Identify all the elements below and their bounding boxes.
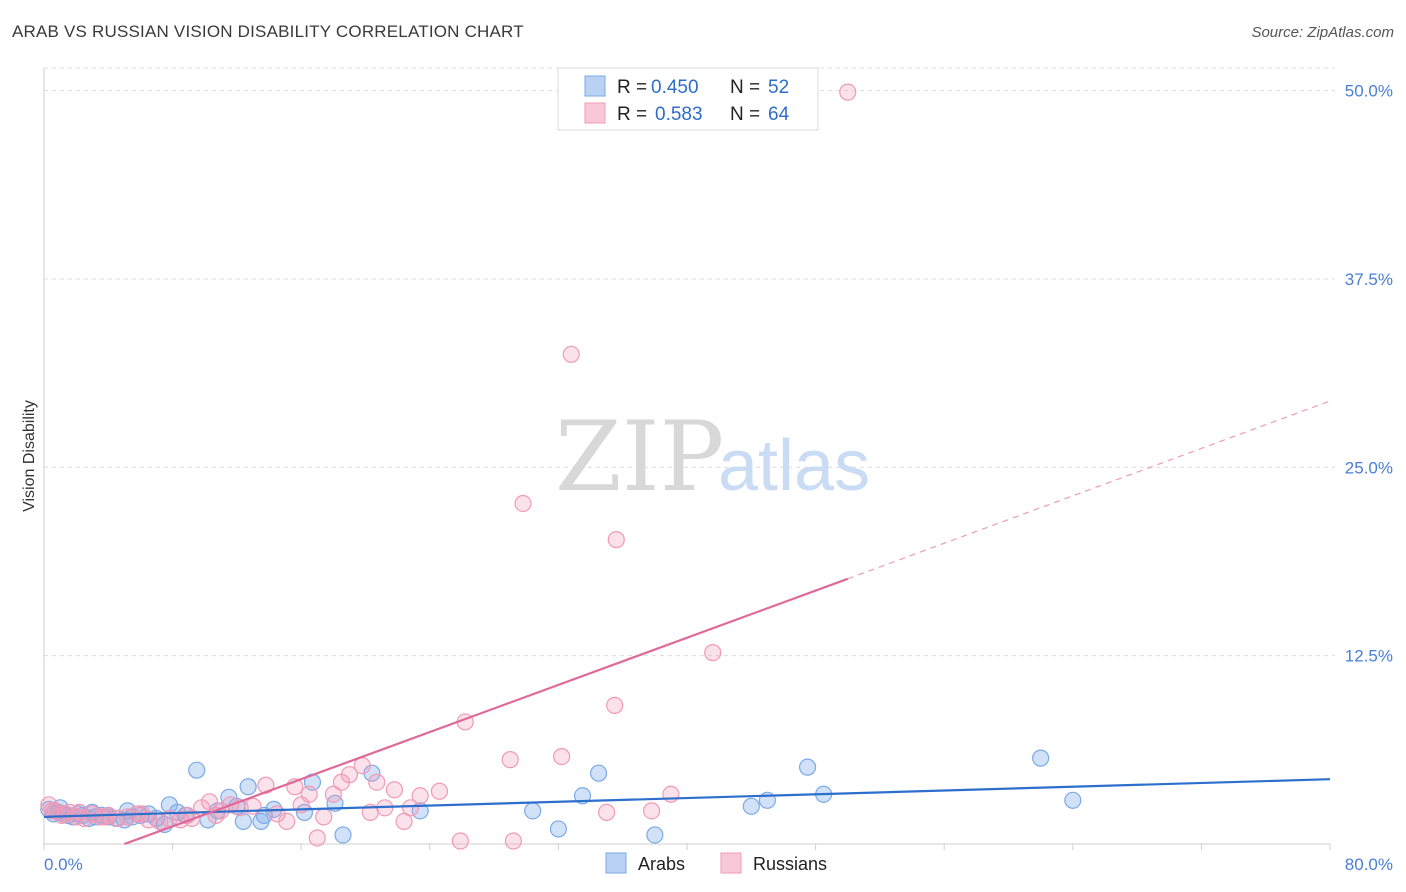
arabs-point (798, 758, 817, 776)
russians-point (56, 805, 74, 823)
russians-point (96, 808, 114, 826)
arabs-point (234, 812, 252, 830)
russians-point (514, 494, 532, 513)
russians-point (368, 773, 386, 791)
russians-point (451, 832, 469, 850)
russians-point (553, 748, 571, 766)
russians-point (401, 799, 420, 817)
russians-point (501, 751, 519, 769)
russians-trend-line (123, 577, 849, 846)
x-axis-ticks (43, 844, 1331, 850)
arabs-point (573, 787, 592, 805)
y-tick-labels: 12.5% 25.0% 37.5% 50.0% (1345, 82, 1393, 666)
bottom-legend-swatch-arabs (605, 852, 627, 874)
chart-source: Source: ZipAtlas.com (1251, 24, 1394, 41)
legend-r-value-arabs: 0.450 (651, 77, 699, 98)
x-tick-label-min: 0.0% (44, 855, 83, 874)
russians-point (278, 812, 296, 830)
russians-point (353, 757, 371, 775)
russians-point (385, 781, 404, 799)
russians-point (411, 787, 429, 805)
arabs-point (1064, 791, 1082, 809)
arabs-trend-line (43, 778, 1331, 818)
arabs-point (239, 778, 257, 796)
russians-point (606, 696, 624, 714)
arabs-point (742, 797, 760, 815)
russians-point (607, 531, 625, 549)
arabs-point (524, 802, 542, 820)
legend-r-value-russians: 0.583 (655, 104, 703, 125)
russians-point (662, 785, 680, 803)
legend-r-label-arabs: R = (617, 77, 647, 98)
russians-point (430, 782, 449, 800)
chart-title: ARAB VS RUSSIAN VISION DISABILITY CORREL… (12, 22, 524, 41)
bottom-legend-label-russians: Russians (753, 854, 827, 874)
russians-point (43, 802, 61, 820)
arabs-points (40, 749, 1082, 844)
bottom-legend: Arabs Russians (605, 852, 827, 874)
y-tick-label: 50.0% (1345, 82, 1393, 101)
legend-swatch-arabs (584, 75, 606, 97)
russians-point (315, 808, 333, 826)
russians-point (704, 644, 722, 662)
arabs-point (646, 826, 664, 844)
y-tick-label: 25.0% (1345, 458, 1393, 477)
legend-swatch-russians (584, 102, 606, 124)
legend-r-label-russians: R = (617, 104, 647, 125)
arabs-point (549, 820, 568, 838)
legend-n-label-arabs: N = (730, 77, 760, 98)
watermark-zip: ZIP (555, 401, 724, 513)
trend-lines (43, 400, 1331, 846)
legend-box: R = 0.450 N = 52 R = 0.583 N = 64 (557, 67, 819, 131)
y-axis-label: Vision Disability (21, 400, 38, 512)
arabs-point (334, 826, 352, 844)
russians-point (324, 785, 342, 803)
legend-n-label-russians: N = (730, 104, 760, 125)
legend-n-value-arabs: 52 (768, 77, 789, 98)
arabs-point (1032, 749, 1050, 767)
russians-point (340, 766, 359, 784)
russians-point (504, 832, 522, 850)
russians-point (70, 803, 88, 821)
russians-point (643, 802, 661, 820)
russians-point (598, 803, 616, 821)
russians-trend-extension (847, 400, 1331, 580)
russians-point (300, 785, 318, 803)
russians-point (839, 83, 857, 101)
x-tick-label-max: 80.0% (1345, 855, 1393, 874)
russians-point (308, 829, 326, 847)
watermark-atlas: atlas (718, 426, 870, 506)
legend-n-value-russians: 64 (768, 104, 790, 125)
bottom-legend-swatch-russians (720, 852, 742, 874)
grid-lines (44, 67, 1335, 657)
arabs-point (589, 764, 608, 782)
bottom-legend-label-arabs: Arabs (638, 854, 685, 874)
russians-point (118, 808, 137, 826)
arabs-point (188, 761, 206, 779)
russians-point (562, 345, 580, 363)
y-tick-label: 37.5% (1345, 270, 1393, 289)
y-tick-label: 12.5% (1345, 647, 1393, 666)
